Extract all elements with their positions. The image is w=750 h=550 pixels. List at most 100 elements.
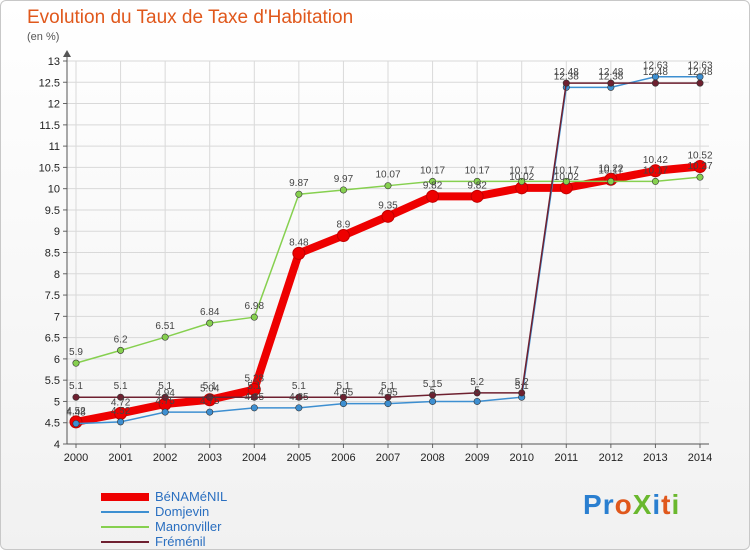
series-3-point-14 — [696, 79, 704, 87]
series-3-point-2 — [161, 393, 169, 401]
series-2-point-6 — [339, 186, 347, 194]
series-2-point-4 — [250, 313, 258, 321]
series-0-label-0: 4.52 — [66, 406, 86, 417]
series-0-point-9 — [470, 189, 484, 203]
y-tick-label-15: 11.5 — [39, 120, 60, 132]
y-tick-label-0: 4 — [54, 439, 60, 451]
series-1-label-3: 4.75 — [200, 396, 220, 407]
legend-label-manonviller: Manonviller — [155, 519, 222, 534]
series-1-point-2 — [161, 408, 169, 416]
y-tick-label-3: 5.5 — [45, 375, 60, 387]
x-tick-label-10: 2010 — [509, 452, 533, 464]
series-0-label-5: 8.48 — [289, 237, 309, 248]
series-3-point-0 — [72, 393, 80, 401]
series-2-point-9 — [473, 177, 481, 185]
legend-label-benamenil: BéNAMéNIL — [155, 489, 228, 504]
series-0-label-12: 10.22 — [598, 163, 623, 174]
series-0-label-13: 10.42 — [643, 155, 668, 166]
y-tick-label-2: 5 — [54, 396, 60, 408]
series-1-point-7 — [384, 400, 392, 408]
logo-letter-5: t — [661, 489, 672, 520]
y-tick-label-7: 7.5 — [45, 290, 60, 302]
series-2-label-7: 10.07 — [375, 170, 400, 181]
series-2-point-14 — [696, 173, 704, 181]
series-2-label-1: 6.2 — [114, 334, 128, 345]
x-tick-label-14: 2014 — [688, 452, 712, 464]
series-1-point-5 — [295, 404, 303, 412]
series-0-label-6: 8.9 — [336, 219, 350, 230]
y-axis-arrow — [63, 50, 71, 57]
series-2-point-10 — [518, 177, 526, 185]
series-2-point-13 — [651, 177, 659, 185]
series-1-point-8 — [429, 397, 437, 405]
series-1-label-8: 5 — [430, 385, 436, 396]
series-1-label-0: 4.48 — [66, 408, 86, 419]
series-0-label-9: 9.82 — [467, 180, 487, 191]
series-2-label-12: 10.17 — [598, 165, 623, 176]
logo-letter-6: i — [671, 489, 681, 520]
series-2-point-7 — [384, 182, 392, 190]
series-3-label-3: 5.1 — [203, 381, 217, 392]
series-1-point-4 — [250, 404, 258, 412]
x-tick-label-1: 2001 — [108, 452, 132, 464]
series-3-point-11 — [562, 79, 570, 87]
series-0-label-1: 4.72 — [111, 397, 131, 408]
x-tick-label-3: 2003 — [197, 452, 221, 464]
logo-letter-2: o — [614, 489, 633, 520]
series-3-point-9 — [473, 389, 481, 397]
series-3-point-6 — [339, 393, 347, 401]
series-0-point-13 — [648, 164, 662, 178]
chart-title: Evolution du Taux de Taxe d'Habitation — [27, 7, 354, 28]
series-3-label-0: 5.1 — [69, 381, 83, 392]
series-2-label-14: 10.27 — [687, 161, 712, 172]
series-2-label-4: 6.98 — [245, 301, 265, 312]
x-tick-label-13: 2013 — [643, 452, 667, 464]
legend-label-domjevin: Domjevin — [155, 504, 210, 519]
series-2-label-9: 10.17 — [465, 165, 490, 176]
series-3-point-4 — [250, 393, 258, 401]
y-tick-label-12: 10 — [48, 184, 60, 196]
logo-letter-4: i — [652, 489, 662, 520]
legend-swatch-fremenil — [101, 541, 149, 543]
series-2-point-8 — [429, 177, 437, 185]
series-1-label-10: 5.1 — [515, 381, 529, 392]
legend-swatch-domjevin — [101, 511, 149, 513]
series-3-point-5 — [295, 393, 303, 401]
series-0-point-6 — [336, 228, 350, 242]
series-2-label-8: 10.17 — [420, 165, 445, 176]
series-1-label-13: 12.63 — [643, 61, 668, 72]
series-0-label-3: 5.04 — [200, 384, 220, 395]
y-tick-label-6: 7 — [54, 311, 60, 323]
series-0-label-7: 9.35 — [378, 200, 398, 211]
series-3-label-8: 5.15 — [423, 379, 443, 390]
y-tick-label-16: 12 — [48, 99, 60, 111]
series-0-label-2: 4.94 — [155, 388, 175, 399]
series-0-label-14: 10.52 — [687, 151, 712, 162]
logo-letter-3: X — [632, 489, 653, 520]
series-0-point-14 — [693, 160, 707, 174]
proxiti-logo: ProXiti — [583, 489, 680, 521]
series-2-point-1 — [117, 346, 125, 354]
series-2-label-11: 10.17 — [554, 165, 579, 176]
series-3-label-7: 5.1 — [381, 381, 395, 392]
x-tick-label-11: 2011 — [554, 452, 578, 464]
series-1-label-4: 4.85 — [245, 392, 265, 403]
x-tick-label-7: 2007 — [376, 452, 400, 464]
y-tick-label-9: 8.5 — [45, 248, 60, 260]
y-tick-label-18: 13 — [48, 56, 60, 68]
series-2-point-12 — [607, 177, 615, 185]
legend-swatch-manonviller — [101, 526, 149, 528]
series-2-point-11 — [562, 177, 570, 185]
logo-letter-0: P — [583, 489, 603, 520]
series-3-label-11: 12.48 — [554, 67, 579, 78]
series-0-point-7 — [381, 209, 395, 223]
x-tick-label-5: 2005 — [287, 452, 311, 464]
series-1-point-9 — [473, 397, 481, 405]
y-tick-label-5: 6.5 — [45, 333, 60, 345]
series-1-label-6: 4.95 — [334, 388, 354, 399]
series-2-label-13: 10.17 — [643, 165, 668, 176]
series-2-label-2: 6.51 — [155, 321, 175, 332]
series-1-label-11: 12.38 — [554, 71, 579, 82]
